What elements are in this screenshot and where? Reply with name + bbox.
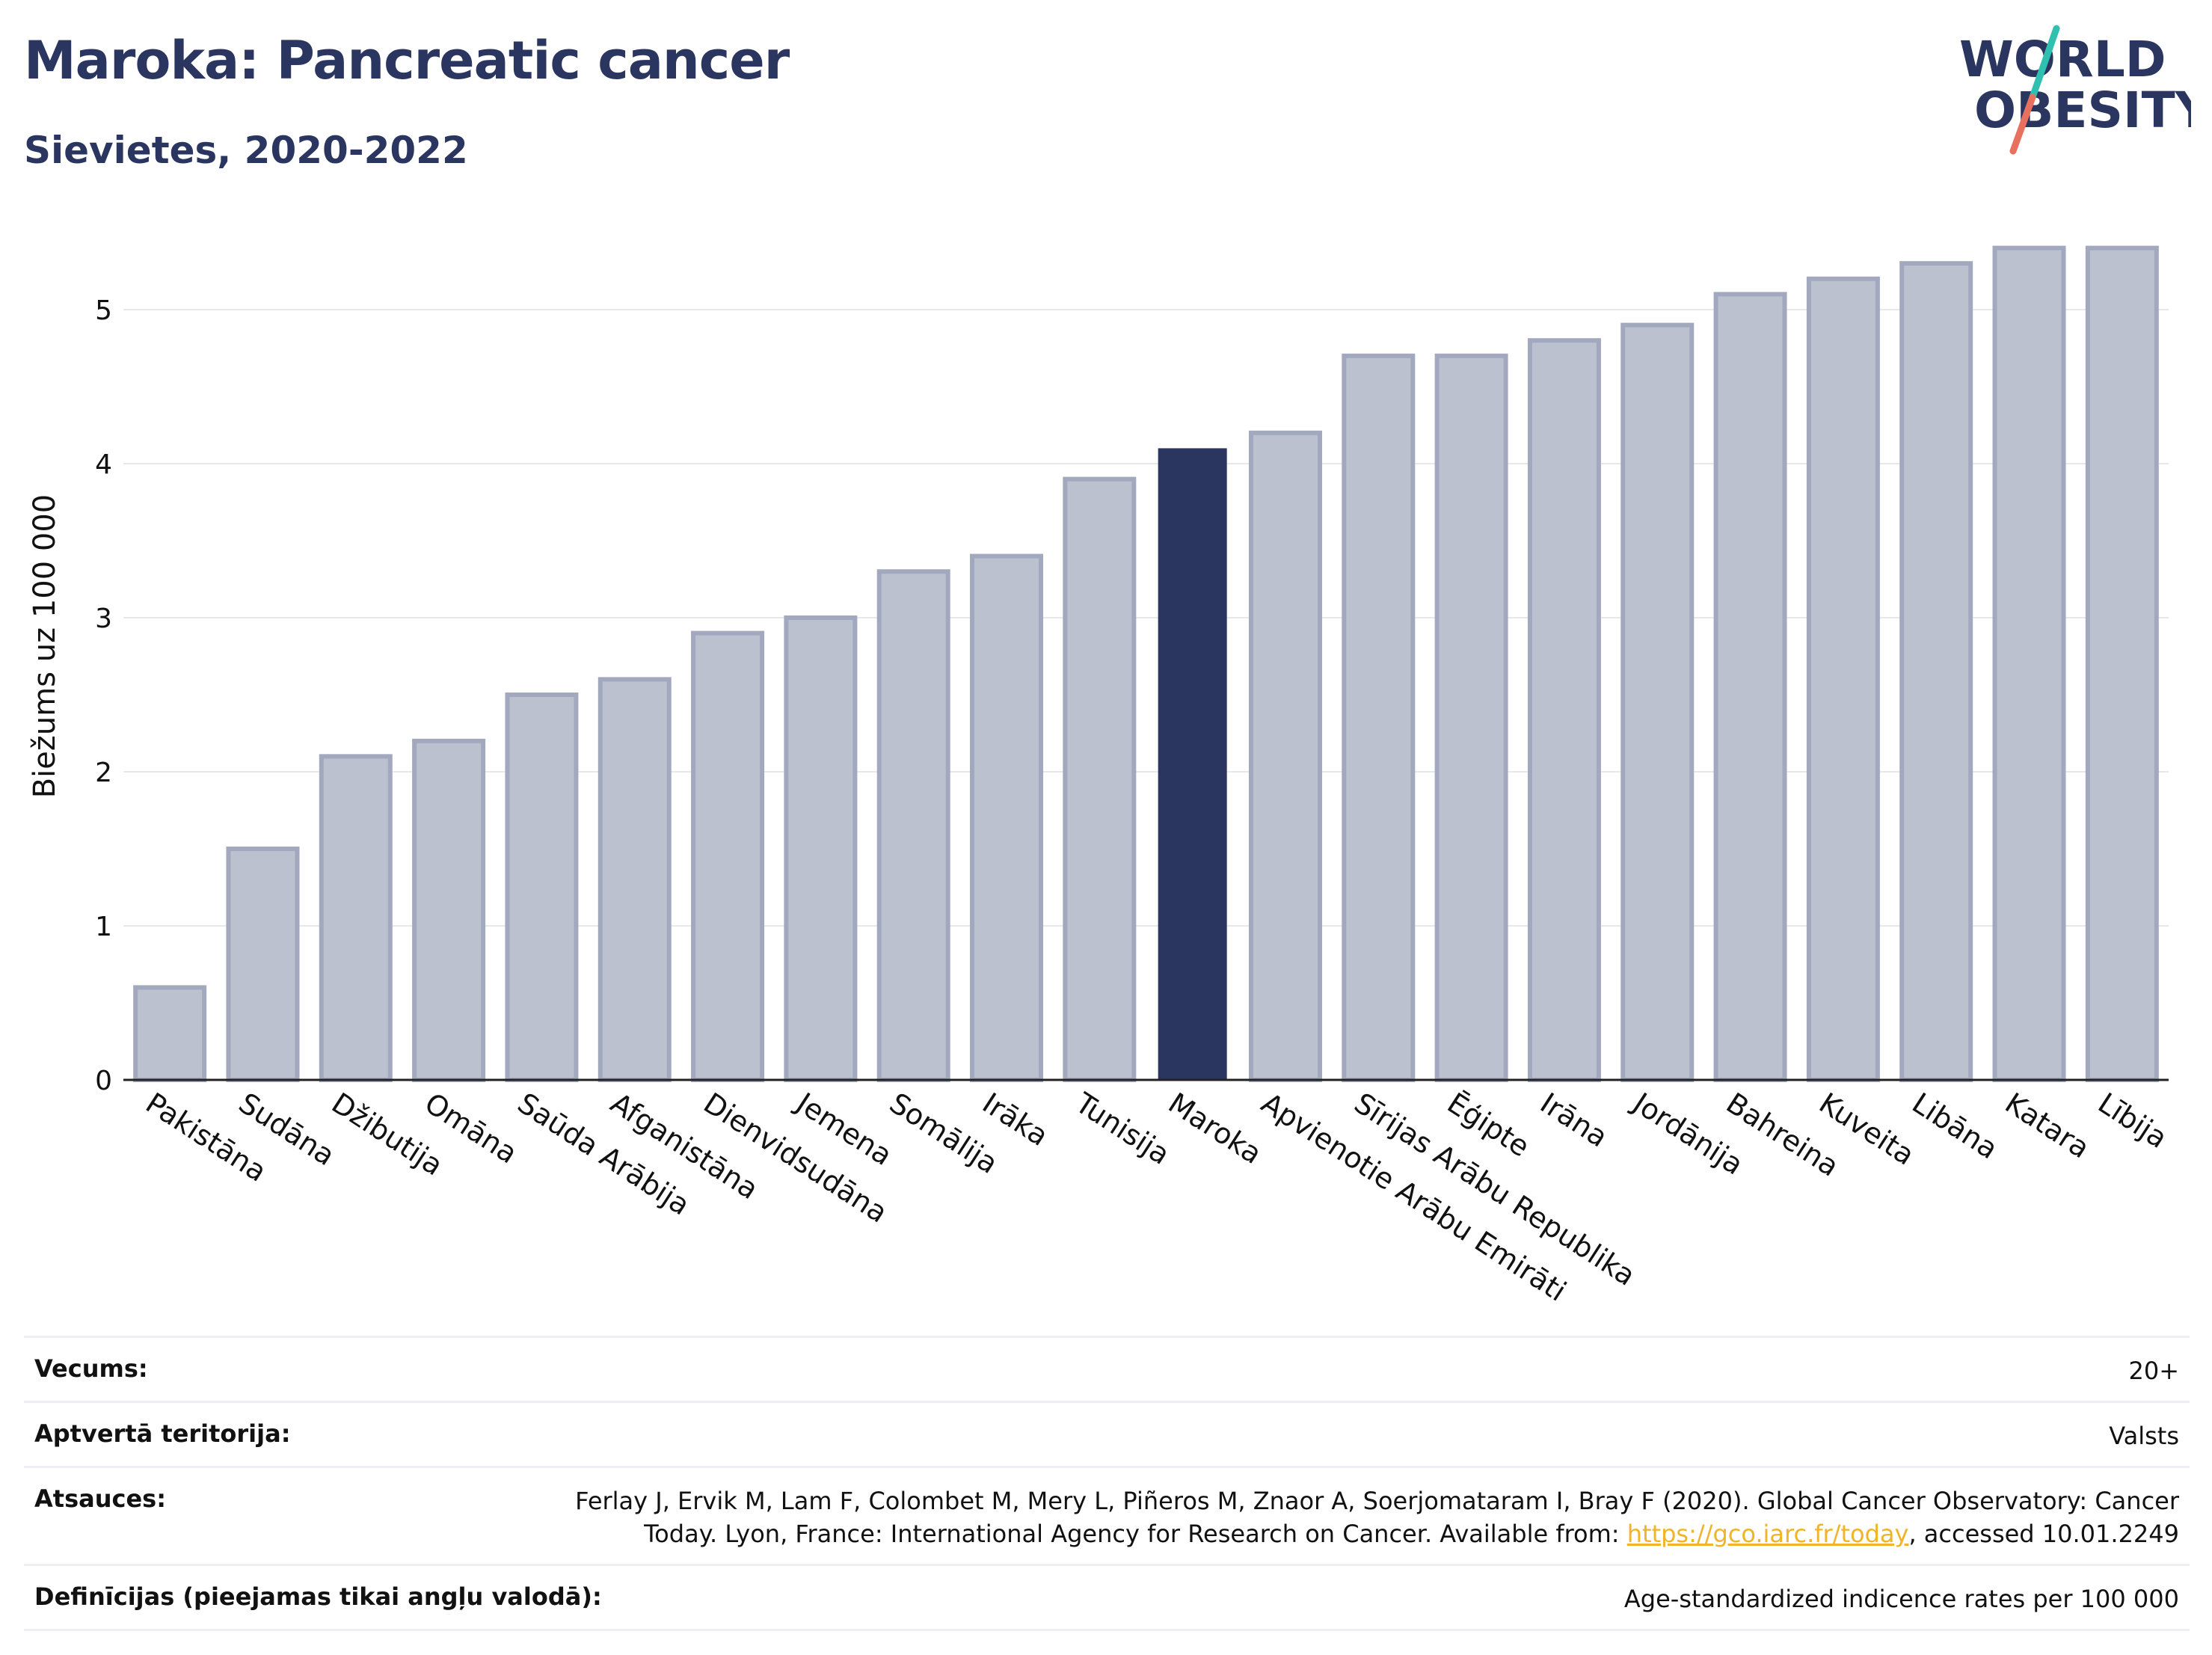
bar-15 bbox=[1527, 338, 1601, 1082]
references-line-2-end: , accessed 10.01.2249 bbox=[1908, 1520, 2179, 1548]
y-axis-label: Biežums uz 100 000 bbox=[28, 494, 62, 799]
bar-3 bbox=[412, 738, 486, 1082]
bar-11 bbox=[1158, 448, 1227, 1080]
y-tick-label: 1 bbox=[95, 912, 112, 942]
x-tick-label: Katara bbox=[2000, 1087, 2095, 1165]
bar-19 bbox=[1899, 261, 1973, 1083]
meta-row-territory: Aptvertā teritorija: Valsts bbox=[24, 1403, 2190, 1468]
bar-8 bbox=[876, 569, 950, 1082]
age-label: Vecums: bbox=[34, 1354, 148, 1383]
bar-12 bbox=[1248, 430, 1322, 1082]
logo-slash-coral bbox=[2009, 93, 2036, 155]
bar-7 bbox=[784, 615, 858, 1082]
bar-9 bbox=[970, 553, 1044, 1082]
x-tick-label: Lībija bbox=[2092, 1087, 2173, 1155]
references-value: Ferlay J, Ervik M, Lam F, Colombet M, Me… bbox=[575, 1484, 2179, 1550]
bar-6 bbox=[691, 630, 765, 1082]
bar-5 bbox=[597, 677, 672, 1082]
territory-value: Valsts bbox=[2109, 1422, 2179, 1450]
chart-title: Maroka: Pancreatic cancer bbox=[24, 30, 790, 91]
bars bbox=[133, 245, 2159, 1083]
logo-slash-teal bbox=[2029, 25, 2060, 101]
bar-chart: 0 1 2 3 4 5 PakistānaSudānaDžibutijaOmānaSaūd… bbox=[95, 245, 2173, 1308]
x-tick-label: Maroka bbox=[1163, 1087, 1268, 1170]
territory-label: Aptvertā teritorija: bbox=[34, 1419, 291, 1448]
metadata-table: Vecums: 20+ Aptvertā teritorija: Valsts … bbox=[24, 1336, 2190, 1631]
meta-row-age: Vecums: 20+ bbox=[24, 1338, 2190, 1403]
references-link[interactable]: https://gco.iarc.fr/today bbox=[1626, 1520, 1909, 1548]
y-tick-labels: 0 1 2 3 4 5 bbox=[95, 295, 112, 1096]
x-tick-label: Libāna bbox=[1906, 1087, 2003, 1166]
meta-row-references: Atsauces: Ferlay J, Ervik M, Lam F, Colo… bbox=[24, 1468, 2190, 1566]
chart-subtitle: Sievietes, 2020-2022 bbox=[24, 129, 468, 172]
bar-13 bbox=[1342, 353, 1416, 1082]
bar-18 bbox=[1806, 276, 1880, 1082]
bar-20 bbox=[1992, 245, 2066, 1083]
y-tick-label: 0 bbox=[95, 1066, 112, 1096]
bar-17 bbox=[1713, 292, 1787, 1082]
bar-0 bbox=[133, 985, 207, 1083]
world-obesity-logo: WORLD OBESITY bbox=[1959, 25, 2191, 155]
references-line-1: Ferlay J, Ervik M, Lam F, Colombet M, Me… bbox=[575, 1487, 2179, 1515]
meta-row-definitions: Definīcijas (pieejamas tikai angļu valod… bbox=[24, 1566, 2190, 1631]
bar-16 bbox=[1620, 322, 1695, 1083]
y-tick-label: 2 bbox=[95, 758, 112, 788]
logo-word-world: WORLD bbox=[1959, 31, 2166, 88]
y-tick-label: 5 bbox=[95, 295, 112, 326]
x-tick-label: Tunisija bbox=[1069, 1086, 1176, 1171]
y-tick-label: 3 bbox=[95, 604, 112, 634]
age-value: 20+ bbox=[2128, 1357, 2179, 1385]
references-line-2-start: Today. Lyon, France: International Agenc… bbox=[644, 1520, 1627, 1548]
y-tick-label: 4 bbox=[95, 449, 112, 480]
bar-2 bbox=[319, 754, 393, 1083]
definitions-value: Age-standardized indicence rates per 100… bbox=[1623, 1585, 2179, 1613]
bar-10 bbox=[1063, 476, 1137, 1082]
x-tick-label: Irāna bbox=[1534, 1087, 1614, 1154]
bar-14 bbox=[1434, 353, 1508, 1082]
bar-21 bbox=[2085, 245, 2159, 1083]
bar-1 bbox=[226, 847, 300, 1082]
bar-4 bbox=[505, 693, 579, 1082]
logo-word-obesity: OBESITY bbox=[1974, 82, 2191, 139]
definitions-label: Definīcijas (pieejamas tikai angļu valod… bbox=[34, 1582, 602, 1611]
references-label: Atsauces: bbox=[34, 1484, 166, 1513]
